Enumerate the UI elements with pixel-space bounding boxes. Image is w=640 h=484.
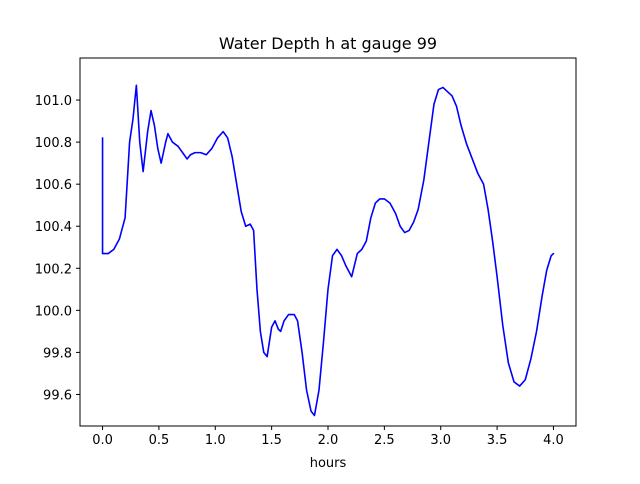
plot-frame — [79, 57, 577, 427]
x-tick-label: 0.5 — [149, 433, 170, 448]
x-tick-label: 3.5 — [487, 433, 508, 448]
y-axis-ticks: 99.6 99.8 100.0 100.2 100.4 100.6 100.8 101.0 — [35, 94, 80, 403]
x-tick-label: 1.0 — [205, 433, 226, 448]
x-tick-label: 3.0 — [430, 433, 451, 448]
y-tick-label: 99.8 — [43, 346, 72, 361]
x-axis-label: hours — [310, 456, 347, 471]
x-axis-ticks: 0.0 0.5 1.0 1.5 2.0 2.5 3.0 3.5 4.0 — [92, 426, 564, 448]
y-tick-label: 100.0 — [35, 304, 72, 319]
y-tick-label: 100.6 — [35, 178, 72, 193]
series-group — [101, 84, 555, 417]
x-tick-label: 2.5 — [374, 433, 395, 448]
x-tick-label: 0.0 — [92, 433, 113, 448]
y-tick-label: 100.2 — [35, 262, 72, 277]
x-tick-label: 1.5 — [261, 433, 282, 448]
y-tick-label: 101.0 — [35, 94, 72, 109]
series-line — [101, 84, 555, 417]
y-tick-label: 100.4 — [35, 220, 72, 235]
chart-title: Water Depth h at gauge 99 — [219, 34, 437, 53]
x-tick-label: 4.0 — [543, 433, 564, 448]
y-tick-label: 99.6 — [43, 388, 72, 403]
y-tick-label: 100.8 — [35, 136, 72, 151]
x-tick-label: 2.0 — [318, 433, 339, 448]
